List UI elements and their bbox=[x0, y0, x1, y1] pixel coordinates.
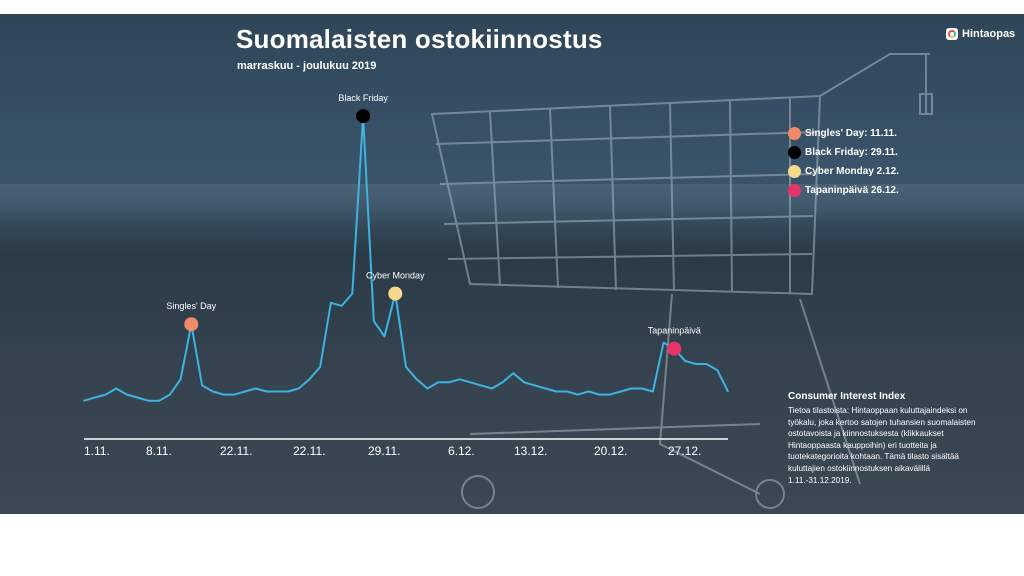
legend-dot-icon bbox=[788, 184, 801, 197]
data-point bbox=[512, 372, 515, 375]
legend-label: Cyber Monday 2.12. bbox=[805, 166, 899, 177]
x-tick-label: 8.11. bbox=[146, 444, 172, 458]
x-tick-label: 6.12. bbox=[448, 444, 475, 458]
data-point bbox=[244, 390, 246, 393]
data-point bbox=[383, 335, 386, 338]
data-point bbox=[437, 381, 440, 384]
info-body: Tietoa tilastoista: Hintaoppaan kuluttaj… bbox=[788, 406, 976, 485]
x-tick-label: 27.12. bbox=[668, 444, 701, 458]
data-point bbox=[93, 396, 96, 399]
data-point bbox=[544, 387, 547, 390]
data-point bbox=[598, 393, 600, 396]
data-point bbox=[115, 387, 117, 390]
legend-dot-icon bbox=[788, 146, 801, 159]
event-label: Tapaninpäivä bbox=[648, 326, 701, 336]
data-point bbox=[330, 302, 332, 304]
data-point bbox=[415, 378, 418, 381]
data-point bbox=[147, 399, 150, 402]
legend-label: Black Friday: 29.11. bbox=[805, 147, 898, 158]
data-point bbox=[265, 390, 268, 393]
data-point bbox=[179, 378, 182, 381]
event-label: Black Friday bbox=[338, 93, 388, 103]
data-point bbox=[534, 384, 536, 387]
brand-name: Hintaopas bbox=[962, 28, 1016, 40]
data-point bbox=[705, 363, 708, 365]
data-point bbox=[212, 390, 214, 393]
data-point bbox=[297, 387, 300, 390]
info-box: Consumer Interest Index Tietoa tilastois… bbox=[788, 391, 988, 486]
data-point bbox=[201, 384, 203, 387]
data-point bbox=[566, 390, 568, 393]
data-point bbox=[458, 378, 461, 381]
data-point bbox=[641, 387, 643, 390]
legend-item-tapaninpaiva: Tapaninpäivä 26.12. bbox=[788, 181, 899, 200]
x-tick-label: 22.11. bbox=[293, 444, 325, 458]
legend-item-cyber-monday: Cyber Monday 2.12. bbox=[788, 162, 899, 181]
horizon-glow bbox=[0, 184, 1024, 224]
data-point bbox=[576, 393, 579, 396]
data-point bbox=[587, 390, 590, 393]
legend-dot-icon bbox=[788, 127, 801, 140]
chart-subtitle: marraskuu - joulukuu 2019 bbox=[237, 60, 377, 72]
x-tick-label: 13.12. bbox=[514, 444, 547, 458]
data-point bbox=[716, 369, 719, 371]
data-point bbox=[276, 390, 279, 393]
data-point bbox=[695, 363, 697, 365]
data-point bbox=[684, 360, 686, 362]
event-marker[interactable] bbox=[667, 341, 682, 356]
legend-item-singles-day: Singles' Day: 11.11. bbox=[788, 124, 899, 143]
event-marker[interactable] bbox=[184, 317, 199, 332]
data-point bbox=[630, 387, 633, 390]
data-point bbox=[619, 390, 622, 393]
data-point bbox=[158, 399, 160, 402]
data-point bbox=[491, 387, 493, 390]
data-point bbox=[448, 381, 450, 384]
data-point bbox=[136, 396, 139, 399]
data-point bbox=[662, 341, 665, 344]
x-tick-label: 1.11. bbox=[84, 444, 110, 458]
data-point bbox=[480, 384, 482, 387]
legend-label: Tapaninpäivä 26.12. bbox=[805, 185, 899, 196]
x-tick-label: 20.12. bbox=[594, 444, 627, 458]
legend: Singles' Day: 11.11. Black Friday: 29.11… bbox=[788, 124, 899, 200]
x-tick-label: 29.11. bbox=[368, 444, 400, 458]
data-point bbox=[555, 390, 558, 393]
data-point bbox=[351, 292, 354, 295]
event-label: Singles' Day bbox=[166, 301, 216, 311]
data-point bbox=[83, 399, 85, 402]
event-label: Cyber Monday bbox=[366, 271, 425, 281]
data-point bbox=[222, 393, 225, 396]
data-point bbox=[501, 381, 504, 384]
brand-logo[interactable]: Hintaopas bbox=[946, 28, 1015, 40]
data-point bbox=[469, 381, 472, 384]
data-point bbox=[308, 378, 311, 381]
data-point bbox=[254, 387, 257, 390]
data-point bbox=[373, 320, 375, 322]
info-title: Consumer Interest Index bbox=[788, 391, 906, 402]
chart-title: Suomalaisten ostokiinnostus bbox=[236, 24, 603, 54]
infographic-canvas: 1.11. 8.11. 22.11. 22.11. 29.11. 6.12. 13.12. 2… bbox=[0, 14, 1024, 514]
line-chart: 1.11. 8.11. 22.11. 22.11. 29.11. 6.12. 13.12. 2… bbox=[83, 53, 933, 509]
data-point bbox=[727, 390, 729, 393]
data-point bbox=[426, 387, 429, 390]
data-point bbox=[126, 393, 128, 396]
data-point bbox=[405, 366, 407, 368]
data-point bbox=[652, 390, 654, 393]
data-point bbox=[319, 366, 321, 368]
x-tick-label: 22.11. bbox=[220, 444, 252, 458]
event-marker[interactable] bbox=[388, 286, 403, 301]
series-line bbox=[83, 115, 729, 402]
legend-label: Singles' Day: 11.11. bbox=[805, 128, 897, 139]
data-point bbox=[233, 393, 236, 396]
data-point bbox=[523, 381, 525, 384]
data-point bbox=[169, 393, 171, 396]
data-point bbox=[340, 305, 343, 307]
data-point bbox=[104, 393, 107, 396]
hintaopas-logo-icon bbox=[946, 28, 958, 40]
legend-item-black-friday: Black Friday: 29.11. bbox=[788, 143, 899, 162]
legend-dot-icon bbox=[788, 165, 801, 178]
data-point bbox=[287, 390, 289, 393]
data-point bbox=[609, 393, 611, 396]
event-marker[interactable] bbox=[356, 109, 371, 124]
